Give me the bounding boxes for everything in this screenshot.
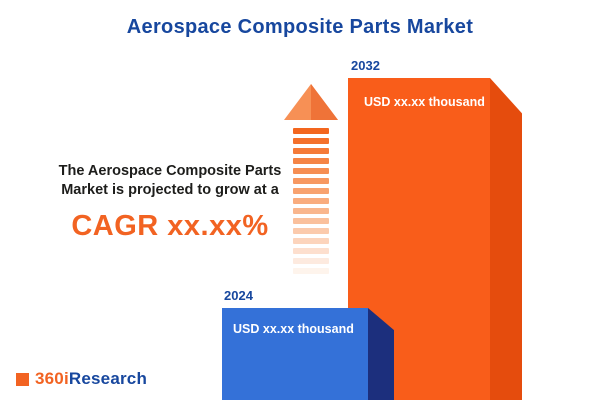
page-title: Aerospace Composite Parts Market <box>126 16 474 38</box>
cagr-value: CAGR xx.xx% <box>71 209 269 242</box>
bar-2032-side-face <box>490 78 522 400</box>
description-line-1: The Aerospace Composite Parts <box>58 163 282 179</box>
description-line-2: Market is projected to grow at a <box>61 181 279 198</box>
logo-prefix: 360i <box>35 369 69 388</box>
brand-logo: 360iResearch <box>16 369 147 389</box>
growth-arrow-svg <box>284 84 338 274</box>
bar-2032-value-label: USD xx.xx thousand <box>364 95 485 109</box>
description: The Aerospace Composite Parts Market is … <box>28 162 312 245</box>
logo-text: 360iResearch <box>35 369 147 389</box>
logo-square-icon <box>16 372 29 386</box>
bar-2024-year-label: 2024 <box>224 288 253 303</box>
bar-2024 <box>222 308 368 400</box>
bar-2032-year-label: 2032 <box>351 58 380 73</box>
bar-2024-value-label: USD xx.xx thousand <box>233 322 354 336</box>
growth-arrow-icon <box>283 84 339 276</box>
logo-suffix: Research <box>68 369 148 388</box>
